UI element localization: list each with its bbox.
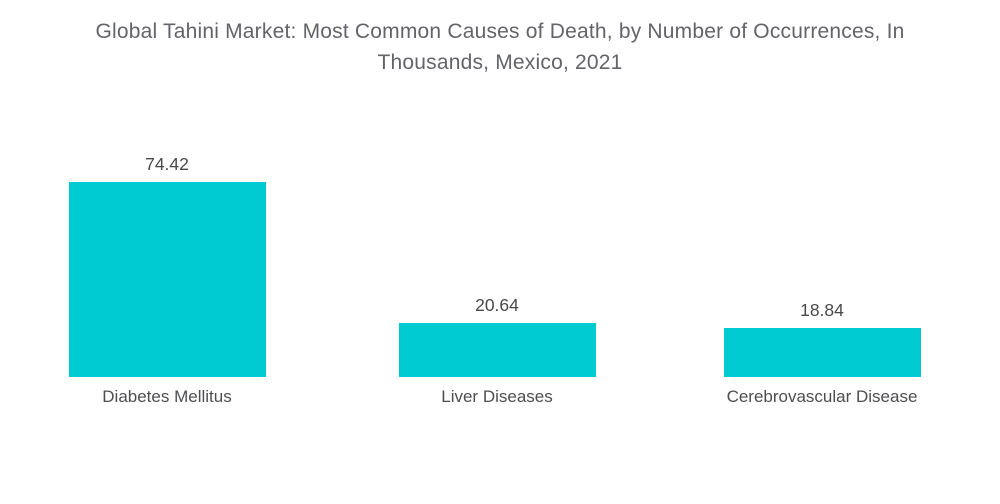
bar-category-label: Cerebrovascular Disease bbox=[726, 387, 918, 406]
bar-value-label: 18.84 bbox=[800, 300, 844, 320]
bar-diabetes-mellitus bbox=[68, 182, 266, 377]
bar-cerebrovascular-disease bbox=[723, 328, 921, 377]
bar-value-label: 20.64 bbox=[475, 295, 519, 315]
bar-value-label: 74.42 bbox=[145, 154, 189, 174]
chart-title: Global Tahini Market: Most Common Causes… bbox=[95, 20, 905, 74]
bar-category-label: Diabetes Mellitus bbox=[102, 387, 232, 406]
bar-liver-diseases bbox=[398, 323, 596, 377]
bar-category-label: Liver Diseases bbox=[441, 387, 553, 406]
